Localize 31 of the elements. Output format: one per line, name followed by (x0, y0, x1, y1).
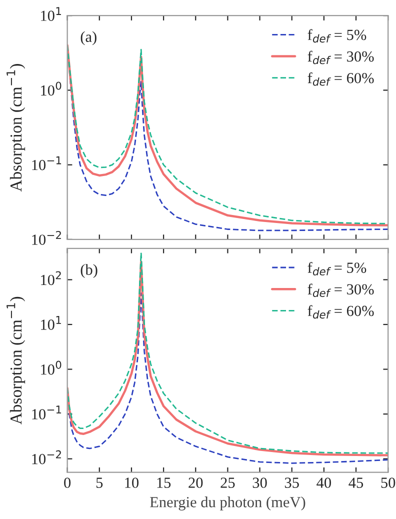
legend-label: f$_{def}$ = 30% (308, 284, 374, 298)
x-tick-label: 25 (220, 478, 235, 488)
y-tick-label: 10$^{−2}$ (32, 450, 61, 464)
y-tick-label: 10$^{1}$ (41, 316, 61, 330)
x-tick-label: 30 (252, 478, 267, 488)
x-axis-title: Energie du photon (meV) (150, 496, 306, 510)
y-tick-label: 10$^{−2}$ (32, 230, 61, 245)
x-tick-label: 5 (96, 478, 103, 488)
y-axis-title: Absorption (cm$^{−1}$) (6, 64, 26, 192)
legend-label: f$_{def}$ = 5% (308, 29, 366, 43)
y-tick-label: 10$^{2}$ (41, 271, 61, 286)
x-tick-label: 20 (188, 478, 203, 488)
y-axis-title: Absorption (cm$^{−1}$) (6, 296, 26, 424)
annotation: (b) (80, 264, 98, 278)
legend-label: f$_{def}$ = 60% (308, 305, 374, 319)
y-tick-label: 10$^{−1}$ (32, 406, 62, 420)
x-tick-label: 50 (381, 478, 396, 488)
y-tick-label: 10$^{1}$ (41, 7, 61, 21)
y-tick-label: 10$^{0}$ (41, 360, 62, 375)
y-tick-label: 10$^{0}$ (41, 82, 62, 96)
annotation: (a) (80, 31, 96, 46)
x-tick-label: 0 (64, 478, 71, 488)
legend-label: f$_{def}$ = 30% (308, 50, 374, 64)
legend-label: f$_{def}$ = 5% (308, 262, 366, 276)
y-tick-label: 10$^{−1}$ (32, 156, 62, 170)
x-tick-label: 40 (316, 478, 331, 488)
x-tick-label: 45 (348, 478, 364, 488)
x-tick-label: 10 (125, 478, 139, 488)
x-tick-label: 15 (157, 478, 171, 488)
legend-label: f$_{def}$ = 60% (308, 72, 374, 86)
x-tick-label: 35 (284, 478, 299, 488)
